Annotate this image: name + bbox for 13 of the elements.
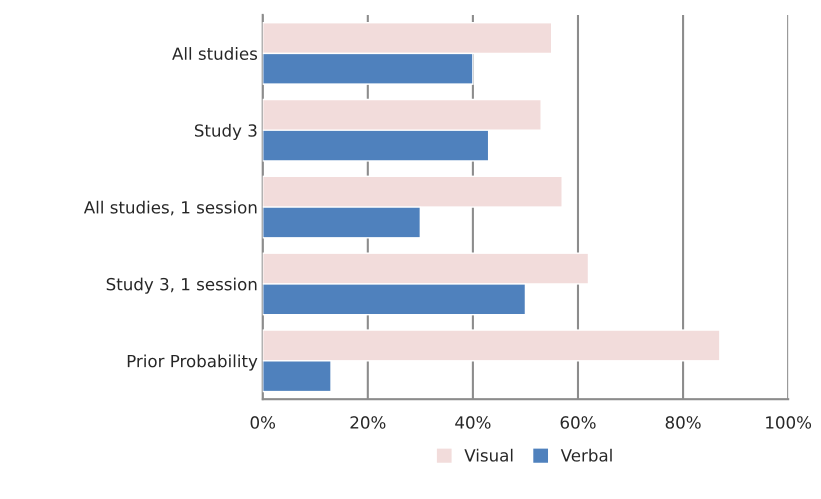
x-tick-label: 60% [560, 416, 596, 429]
y-tick-label: All studies [172, 47, 258, 60]
x-tick-label: 40% [455, 416, 490, 429]
x-tick-label: 0% [250, 416, 276, 429]
legend-label: Verbal [560, 448, 612, 462]
x-tick-label: 80% [666, 416, 701, 429]
y-tick-label: Study 3 [194, 124, 257, 140]
y-tick-label: Prior Probability [128, 354, 258, 371]
y-tick-label: Study 3, 1 session [106, 278, 256, 294]
y-tick-label: All studies, 1 session [84, 200, 256, 216]
x-tick-label: 20% [350, 416, 386, 429]
x-tick-label: 100% [766, 416, 812, 429]
legend-label: Visual [464, 448, 512, 462]
